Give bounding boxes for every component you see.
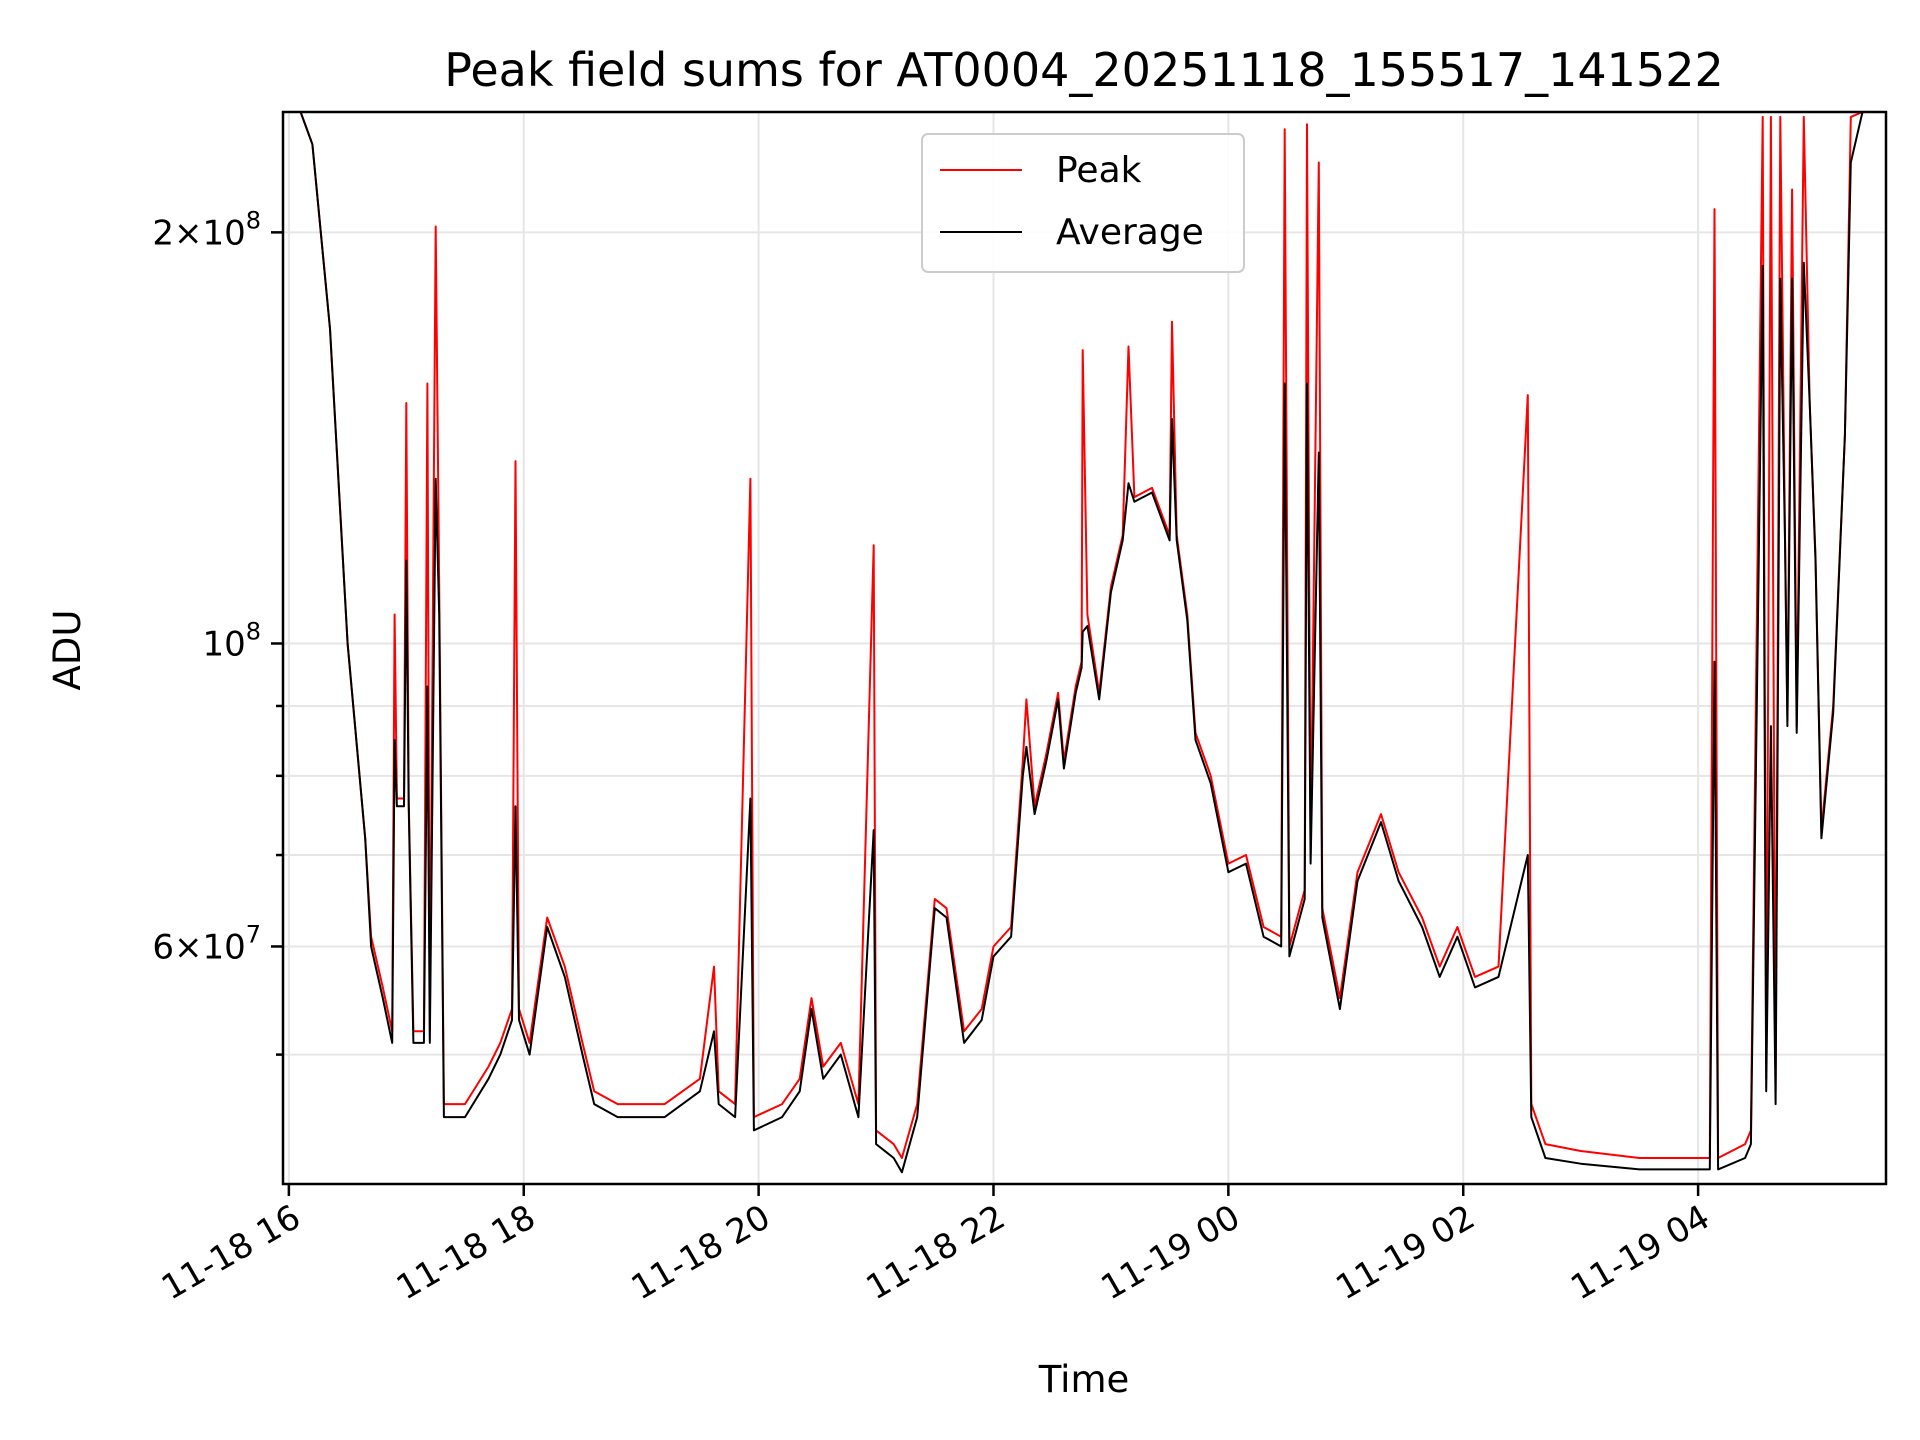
legend: Peak Average (921, 133, 1245, 273)
y-tick-label: 108 (202, 617, 261, 664)
y-axis-label: ADU (46, 610, 89, 691)
legend-box (921, 133, 1245, 273)
legend-label-peak: Peak (1056, 150, 1142, 191)
y-axis: 6×107 108 2×108 (152, 206, 283, 1056)
series-line-average (283, 112, 1886, 1174)
x-axis-label: Time (1038, 1358, 1130, 1401)
chart-title: Peak field sums for AT0004_20251118_1555… (444, 43, 1724, 97)
y-tick-label: 2×108 (152, 206, 261, 253)
axes-frame (281, 110, 1888, 1186)
series-line-peak (283, 112, 1886, 1159)
y-tick-label: 6×107 (152, 920, 261, 967)
series-layer (283, 112, 1886, 1174)
legend-label-average: Average (1056, 212, 1204, 253)
